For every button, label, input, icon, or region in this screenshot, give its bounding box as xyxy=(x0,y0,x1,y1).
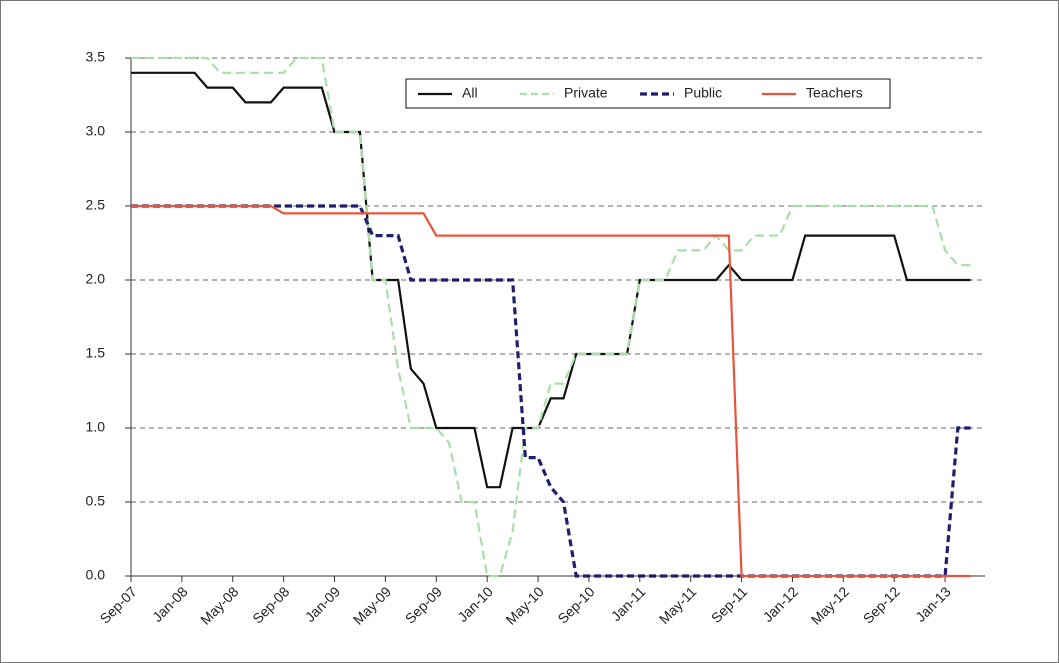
series-line xyxy=(131,204,971,578)
legend-box xyxy=(405,78,891,109)
legend-label: Private xyxy=(564,85,608,101)
y-tick-label: 3.0 xyxy=(86,123,106,139)
y-tick-label: 2.5 xyxy=(86,197,106,213)
series-line xyxy=(131,56,971,578)
y-tick-label: 1.5 xyxy=(86,345,106,361)
y-tick-label: 3.5 xyxy=(86,49,106,65)
legend-label: Teachers xyxy=(806,85,863,101)
legend-label: Public xyxy=(684,85,722,101)
legend-label: All xyxy=(462,85,478,101)
y-tick-label: 0.0 xyxy=(86,567,106,583)
y-tick-label: 2.0 xyxy=(86,271,106,287)
y-tick-label: 0.5 xyxy=(86,493,106,509)
series-line xyxy=(131,71,971,489)
y-tick-label: 1.0 xyxy=(86,419,106,435)
